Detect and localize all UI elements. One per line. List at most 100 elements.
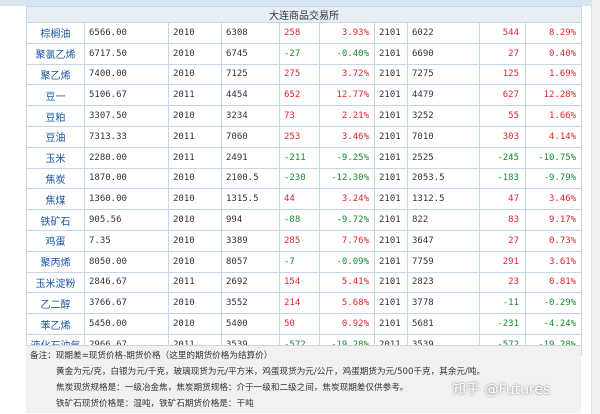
near-basis-pct: 3.46% bbox=[319, 125, 375, 148]
commodity-name[interactable]: 豆一 bbox=[26, 84, 85, 107]
near-basis: 258 bbox=[279, 22, 320, 44]
commodity-name[interactable]: 焦煤 bbox=[26, 188, 85, 211]
near-basis: 44 bbox=[279, 188, 320, 211]
near-basis: -27 bbox=[279, 42, 320, 65]
spot-price: 7.35 bbox=[84, 229, 169, 252]
near-basis-pct: 3.93% bbox=[319, 22, 375, 44]
main-basis: 27 bbox=[479, 42, 526, 65]
main-basis-pct: 8.29% bbox=[524, 22, 583, 44]
commodity-name[interactable]: 棕榈油 bbox=[26, 22, 85, 44]
main-contract-month: 2101 bbox=[374, 63, 408, 86]
main-futures-price: 6690 bbox=[407, 42, 480, 65]
main-basis-pct: 4.14% bbox=[524, 125, 583, 148]
note-line-4: 铁矿石现货价格是：湿吨，铁矿石期货价格是：干吨 bbox=[56, 399, 254, 409]
near-futures-price: 2100.5 bbox=[221, 167, 280, 190]
commodity-name[interactable]: 乙二醇 bbox=[26, 292, 85, 315]
near-contract-month: 2010 bbox=[168, 292, 222, 315]
main-futures-price: 2823 bbox=[407, 271, 480, 294]
main-basis-pct: -4.24% bbox=[524, 313, 583, 335]
main-basis: 125 bbox=[479, 63, 526, 86]
table-row: 焦炭 1870.00 2010 2100.5 -230 -12.30% 2101 2053.5… bbox=[26, 167, 583, 190]
near-basis-pct: 3.72% bbox=[319, 63, 375, 86]
near-basis: -7 bbox=[279, 250, 320, 273]
commodity-name[interactable]: 豆粕 bbox=[26, 105, 85, 127]
main-basis-pct: 1.66% bbox=[524, 105, 583, 127]
near-contract-month: 2010 bbox=[168, 313, 222, 335]
main-basis: 544 bbox=[479, 22, 526, 44]
main-basis: 291 bbox=[479, 250, 526, 273]
table-row: 聚乙烯 7400.00 2010 7125 275 3.72% 2101 7275 125 1.6… bbox=[26, 63, 583, 86]
commodity-name[interactable]: 聚丙烯 bbox=[26, 250, 85, 273]
near-futures-price: 2491 bbox=[221, 146, 280, 169]
near-futures-price: 7060 bbox=[221, 125, 280, 148]
main-contract-month: 2101 bbox=[374, 250, 408, 273]
near-basis: -211 bbox=[279, 146, 320, 169]
near-contract-month: 2010 bbox=[168, 229, 222, 252]
spot-price: 6717.50 bbox=[84, 42, 169, 65]
near-basis: 154 bbox=[279, 271, 320, 294]
commodity-name[interactable]: 聚氯乙烯 bbox=[26, 42, 85, 65]
near-futures-price: 3389 bbox=[221, 229, 280, 252]
table-row: 苯乙烯 5450.00 2010 5400 50 0.92% 2101 5681 -231 -4.… bbox=[26, 313, 583, 335]
header-strip bbox=[0, 0, 600, 6]
commodity-name[interactable]: 聚乙烯 bbox=[26, 63, 85, 86]
near-futures-price: 6308 bbox=[221, 22, 280, 44]
near-basis: 285 bbox=[279, 229, 320, 252]
main-basis: -11 bbox=[479, 292, 526, 315]
spot-price: 1870.00 bbox=[84, 167, 169, 190]
basis-table: 大连商品交易所 棕榈油 6566.00 2010 6308 258 3.93% 2101 60… bbox=[25, 6, 583, 356]
main-contract-month: 2101 bbox=[374, 84, 408, 107]
main-basis: 47 bbox=[479, 188, 526, 211]
main-basis: 27 bbox=[479, 229, 526, 252]
table-row: 鸡蛋 7.35 2010 3389 285 7.76% 2101 3647 27 0.73% bbox=[26, 229, 583, 252]
near-contract-month: 2010 bbox=[168, 188, 222, 211]
near-basis-pct: 5.41% bbox=[319, 271, 375, 294]
near-basis: -88 bbox=[279, 209, 320, 231]
spot-price: 3307.50 bbox=[84, 105, 169, 127]
main-contract-month: 2101 bbox=[374, 188, 408, 211]
near-futures-price: 6745 bbox=[221, 42, 280, 65]
main-futures-price: 822 bbox=[407, 209, 480, 231]
near-basis-pct: -0.40% bbox=[319, 42, 375, 65]
commodity-name[interactable]: 豆油 bbox=[26, 125, 85, 148]
commodity-name[interactable]: 鸡蛋 bbox=[26, 229, 85, 252]
main-futures-price: 5681 bbox=[407, 313, 480, 335]
near-contract-month: 2010 bbox=[168, 42, 222, 65]
main-basis-pct: 0.81% bbox=[524, 271, 583, 294]
main-futures-price: 2053.5 bbox=[407, 167, 480, 190]
main-contract-month: 2101 bbox=[374, 313, 408, 335]
main-basis: 83 bbox=[479, 209, 526, 231]
near-basis: 214 bbox=[279, 292, 320, 315]
commodity-name[interactable]: 铁矿石 bbox=[26, 209, 85, 231]
commodity-name[interactable]: 焦炭 bbox=[26, 167, 85, 190]
near-futures-price: 3552 bbox=[221, 292, 280, 315]
table-row: 玉米 2280.00 2011 2491 -211 -9.25% 2101 2525 -245-… bbox=[26, 146, 583, 169]
near-futures-price: 1315.5 bbox=[221, 188, 280, 211]
main-basis-pct: 3.61% bbox=[524, 250, 583, 273]
near-basis: 253 bbox=[279, 125, 320, 148]
main-basis-pct: 0.40% bbox=[524, 42, 583, 65]
main-futures-price: 4479 bbox=[407, 84, 480, 107]
note-line-1: 备注：现期差=现货价格-期货价格（这里的期货价格为结算价） bbox=[30, 351, 273, 361]
exchange-title-row: 大连商品交易所 bbox=[25, 6, 583, 23]
commodity-name[interactable]: 玉米淀粉 bbox=[26, 271, 85, 294]
main-basis-pct: 9.17% bbox=[524, 209, 583, 231]
main-contract-month: 2101 bbox=[374, 22, 408, 44]
main-futures-price: 2525 bbox=[407, 146, 480, 169]
main-basis-pct: 0.73% bbox=[524, 229, 583, 252]
main-basis: 627 bbox=[479, 84, 526, 107]
main-contract-month: 2101 bbox=[374, 125, 408, 148]
commodity-name[interactable]: 苯乙烯 bbox=[26, 313, 85, 335]
table-row: 聚丙烯 8050.00 2010 8057 -7 -0.09% 2101 7759 291 3.6… bbox=[26, 250, 583, 273]
table-row: 铁矿石 905.56 2010 994 -88 -9.72% 2101 822 83 9.17% bbox=[26, 209, 583, 231]
scrollbar[interactable] bbox=[591, 0, 600, 414]
near-basis-pct: 2.21% bbox=[319, 105, 375, 127]
main-basis: 23 bbox=[479, 271, 526, 294]
near-futures-price: 4454 bbox=[221, 84, 280, 107]
near-basis: 73 bbox=[279, 105, 320, 127]
commodity-name[interactable]: 玉米 bbox=[26, 146, 85, 169]
notes-panel: 备注：现期差=现货价格-期货价格（这里的期货价格为结算价） 黄金为元/克，白银为… bbox=[26, 345, 581, 413]
main-futures-price: 6022 bbox=[407, 22, 480, 44]
table-row: 豆粕 3307.50 2010 3234 73 2.21% 2101 3252 55 1.66% bbox=[26, 105, 583, 127]
